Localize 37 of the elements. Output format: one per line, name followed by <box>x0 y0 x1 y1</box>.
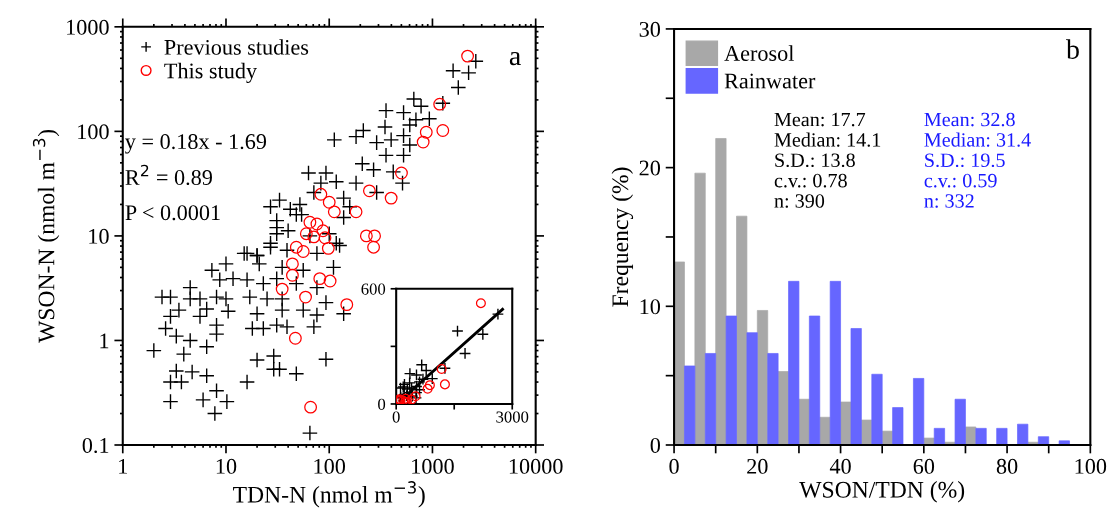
x-tick-label: 80 <box>996 458 1018 474</box>
y-tick-label: 10 <box>89 228 109 244</box>
x-tick-label: 100 <box>1075 458 1107 474</box>
annotation: y = 0.18x - 1.69 <box>125 134 267 154</box>
x-axis-title: TDN-N (nmol m$^{−3}$) <box>233 481 425 508</box>
legend-label: This study <box>164 62 257 84</box>
annotation: Mean: 32.8 Median: 31.4 S.D.: 19.5 c.v.: 0.59 n: 332 <box>924 112 1031 208</box>
legend-label: Aerosol <box>724 45 794 61</box>
x-tick-label: 60 <box>913 458 935 474</box>
annotation: a <box>509 51 521 66</box>
y-tick-label: 0.1 <box>82 437 109 454</box>
x-tick-label: 100 <box>314 458 346 474</box>
y-tick-label: 600 <box>361 283 386 295</box>
legend-label: Rainwater <box>724 73 816 89</box>
y-axis-title: WSON-N (nmol m$^{−3}$) <box>32 129 60 343</box>
x-tick-label: 10000 <box>509 458 563 474</box>
y-tick-label: 0 <box>650 437 661 453</box>
x-tick-label: 1 <box>119 458 127 474</box>
x-tick-label: 40 <box>829 458 851 474</box>
y-tick-label: 1000 <box>67 19 109 35</box>
annotation: P < 0.0001 <box>125 205 220 221</box>
y-tick-label: 100 <box>78 124 109 140</box>
x-tick-label: 0 <box>669 458 679 474</box>
annotation: b <box>1066 39 1079 59</box>
y-axis-title: Frequency (%) <box>611 167 634 307</box>
x-tick-label: 10 <box>216 458 237 474</box>
x-axis-title: WSON/TDN (%) <box>799 481 965 503</box>
y-tick-label: 20 <box>639 160 661 176</box>
x-tick-label: 1000 <box>412 458 454 474</box>
x-tick-label: 3000 <box>496 411 529 423</box>
legend-label: Previous studies <box>164 39 309 55</box>
x-tick-label: 20 <box>747 458 768 474</box>
annotation: Mean: 17.7 Median: 14.1 S.D.: 13.8 c.v.: 0.78 n: 390 <box>774 112 881 208</box>
y-tick-label: 1 <box>100 333 109 349</box>
y-tick-label: 10 <box>640 299 661 315</box>
y-tick-label: 30 <box>639 21 661 37</box>
annotation: R$^{2}$ = 0.89 <box>125 164 212 186</box>
